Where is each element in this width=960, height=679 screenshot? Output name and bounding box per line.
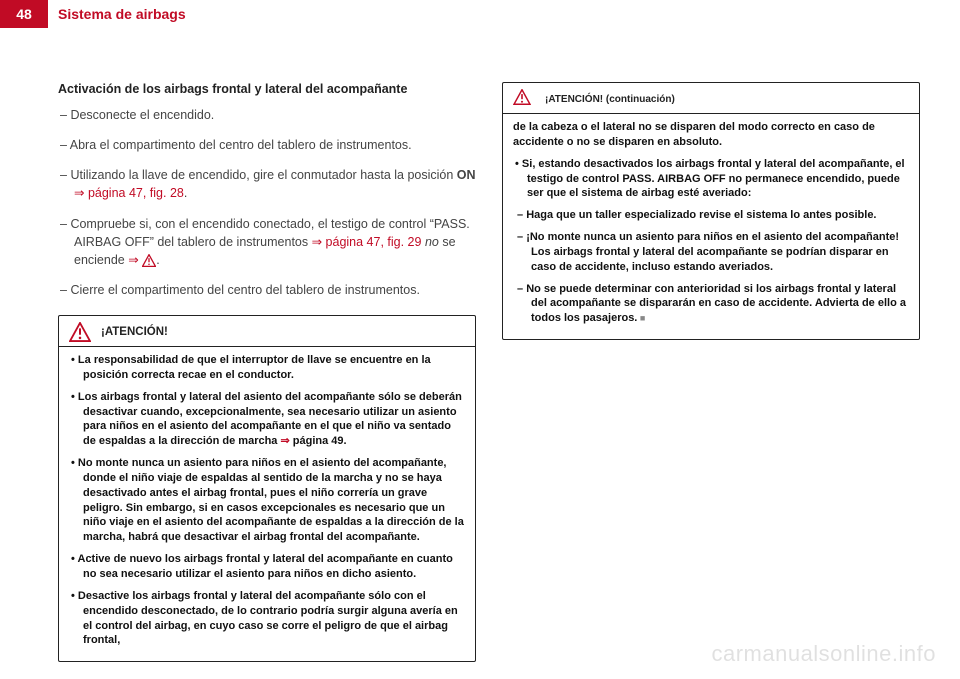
on-label: ON <box>457 168 476 182</box>
warning-header: ¡ATENCIÓN! <box>59 316 475 347</box>
page-ref-text: página 49 <box>293 435 344 447</box>
step-4-dot: . <box>156 253 159 267</box>
warning-body-continued: de la cabeza o el lateral no se disparen… <box>503 114 919 335</box>
arrow-icon: ⇒ <box>128 253 138 267</box>
warning-cont-li1: Haga que un taller especializado revise … <box>513 208 909 223</box>
warning-para-2-dot: . <box>344 435 347 447</box>
warning-title-continued: ¡ATENCIÓN! (continuación) <box>545 94 675 105</box>
step-3-text: Utilizando la llave de encendido, gire e… <box>70 168 456 182</box>
warning-box-continued: ¡ATENCIÓN! (continuación) de la cabeza o… <box>502 82 920 340</box>
warning-para-2: Los airbags frontal y lateral del asient… <box>69 390 465 449</box>
warning-triangle-icon <box>142 253 156 267</box>
warning-body: La responsabilidad de que el interruptor… <box>59 347 475 657</box>
right-column: ¡ATENCIÓN! (continuación) de la cabeza o… <box>502 82 920 662</box>
warning-cont-p0: de la cabeza o el lateral no se disparen… <box>513 120 909 150</box>
step-4-no: no <box>421 235 438 249</box>
step-2: Abra el compartimento del centro del tab… <box>58 136 476 154</box>
watermark: carmanualsonline.info <box>711 641 936 667</box>
warning-para-2a: Los airbags frontal y lateral del asient… <box>78 391 462 448</box>
page-ref-link-2: página 47, fig. 29 <box>312 235 422 249</box>
step-3: Utilizando la llave de encendido, gire e… <box>58 166 476 202</box>
step-4: Compruebe si, con el encendido conectado… <box>58 215 476 269</box>
warning-para-4: Active de nuevo los airbags frontal y la… <box>69 552 465 582</box>
page-number: 48 <box>0 0 48 28</box>
warning-para-5: Desactive los airbags frontal y lateral … <box>69 589 465 648</box>
warning-para-1: La responsabilidad de que el interruptor… <box>69 353 465 383</box>
subsection-heading: Activación de los airbags frontal y late… <box>58 82 476 96</box>
step-1: Desconecte el encendido. <box>58 106 476 124</box>
warning-title: ¡ATENCIÓN! <box>101 326 168 338</box>
page-header: 48 Sistema de airbags <box>0 0 186 28</box>
content-columns: Activación de los airbags frontal y late… <box>58 82 920 662</box>
manual-page: 48 Sistema de airbags Activación de los … <box>0 0 960 679</box>
warning-triangle-icon <box>513 89 535 109</box>
warning-para-3: No monte nunca un asiento para niños en … <box>69 456 465 545</box>
page-ref-link: página 47, fig. 28 <box>74 186 184 200</box>
warning-cont-li3: No se puede determinar con anterioridad … <box>513 282 909 327</box>
warning-box: ¡ATENCIÓN! La responsabilidad de que el … <box>58 315 476 662</box>
page-ref-link-3 <box>280 435 292 447</box>
section-title: Sistema de airbags <box>58 0 186 28</box>
warning-triangle-icon <box>69 322 91 342</box>
warning-cont-p1: Si, estando desactivados los airbags fro… <box>513 157 909 202</box>
step-3-dot: . <box>184 186 187 200</box>
warning-header-continued: ¡ATENCIÓN! (continuación) <box>503 83 919 114</box>
step-5: Cierre el compartimento del centro del t… <box>58 281 476 299</box>
left-column: Activación de los airbags frontal y late… <box>58 82 476 662</box>
warning-cont-li2: ¡No monte nunca un asiento para niños en… <box>513 230 909 275</box>
